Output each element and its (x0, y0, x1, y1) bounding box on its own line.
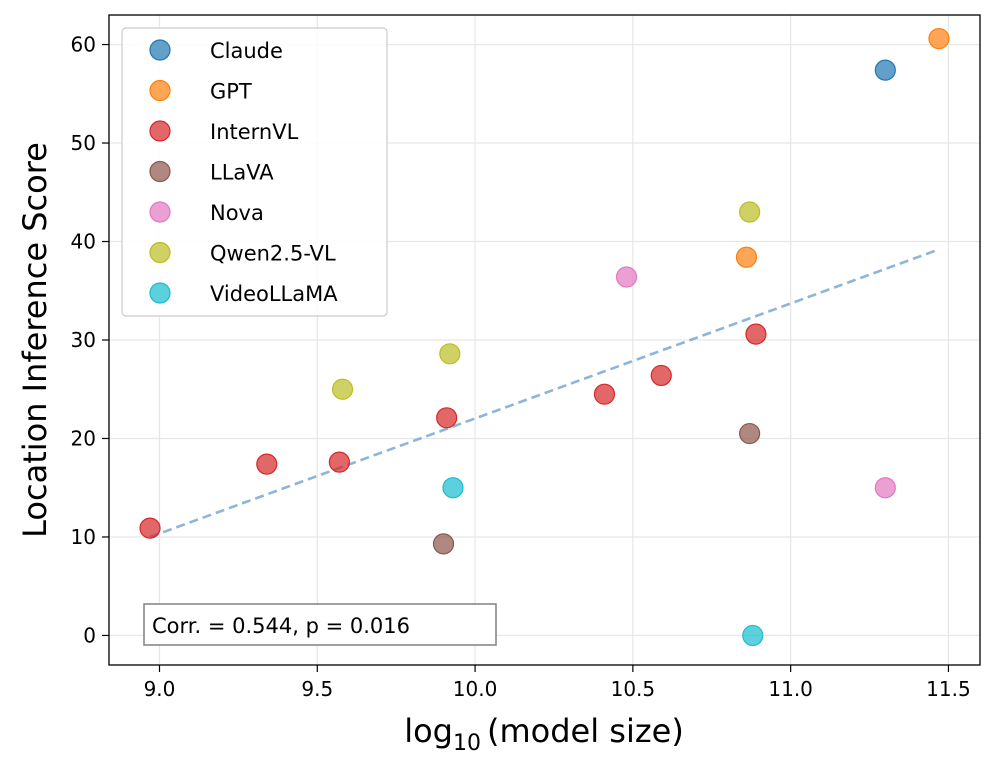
correlation-annotation: Corr. = 0.544, p = 0.016 (143, 603, 497, 646)
point-claude (874, 59, 896, 81)
point-internvl (745, 323, 767, 345)
point-llava (432, 533, 455, 555)
point-internvl (593, 383, 616, 405)
point-gpt (928, 28, 950, 50)
legend-marker-gpt (149, 79, 171, 102)
y-tick-label: 40 (71, 230, 96, 254)
x-tick-label: 11.0 (768, 677, 813, 701)
point-videollama (442, 477, 464, 499)
point-nova (874, 477, 896, 499)
point-videollama (742, 624, 764, 647)
legend-marker-llava (149, 160, 171, 183)
point-internvl (328, 451, 350, 473)
legend-label-llava: LLaVA (210, 161, 274, 185)
x-axis-label-suffix: (model size) (487, 712, 684, 750)
x-tick-label: 11.5 (926, 677, 971, 701)
legend-box (121, 27, 388, 317)
legend-marker-internvl (149, 120, 171, 142)
point-nova (615, 266, 638, 288)
y-tick-label: 10 (71, 525, 96, 549)
point-internvl (256, 453, 278, 475)
point-internvl (650, 364, 672, 387)
x-axis-label: log10 (model size) (404, 712, 684, 756)
legend-label-nova: Nova (210, 201, 264, 225)
point-qwen2-5-vl (331, 378, 354, 400)
data-points (139, 28, 950, 647)
x-tick-label: 10.0 (453, 677, 498, 701)
legend-items: Claude GPT InternVL LLaVA Nova Qwen2.5-VL Vide… (149, 39, 338, 306)
point-gpt (735, 246, 758, 268)
y-tick-label: 30 (71, 328, 96, 352)
legend-label-claude: Claude (210, 39, 283, 63)
point-qwen2-5-vl (739, 201, 761, 223)
x-axis-label-log: log (404, 712, 453, 750)
point-internvl (436, 407, 458, 429)
x-tick-label: 10.5 (611, 677, 656, 701)
legend-marker-qwen2-5-vl (149, 241, 171, 264)
legend: Claude GPT InternVL LLaVA Nova Qwen2.5-VL Vide… (121, 27, 388, 317)
legend-label-gpt: GPT (210, 80, 252, 104)
annotation-box (143, 603, 497, 646)
legend-marker-claude (149, 39, 171, 61)
point-llava (739, 422, 761, 445)
point-qwen2-5-vl (439, 343, 461, 365)
y-tick-label: 60 (71, 33, 96, 57)
x-axis-label-subscript: 10 (453, 731, 481, 756)
y-tick-label: 50 (71, 131, 96, 155)
x-tick-label: 9.0 (144, 677, 176, 701)
legend-label-videollama: VideoLLaMA (210, 282, 338, 306)
annotation-text: Corr. = 0.544, p = 0.016 (152, 614, 410, 638)
grid-lines (109, 15, 980, 665)
y-axis-label: Location Inference Score (16, 142, 54, 538)
legend-label-qwen2-5-vl: Qwen2.5-VL (210, 242, 336, 266)
y-tick-label: 0 (83, 623, 96, 647)
x-axis-ticks: 9.0 9.5 10.0 10.5 11.0 11.5 (144, 665, 971, 701)
point-internvl (139, 517, 161, 539)
legend-marker-nova (149, 201, 171, 223)
legend-label-internvl: InternVL (210, 120, 299, 144)
y-axis-ticks: 0 10 20 30 40 50 60 (71, 33, 109, 647)
y-tick-label: 20 (71, 426, 96, 450)
x-tick-label: 9.5 (301, 677, 333, 701)
legend-marker-videollama (149, 282, 171, 304)
